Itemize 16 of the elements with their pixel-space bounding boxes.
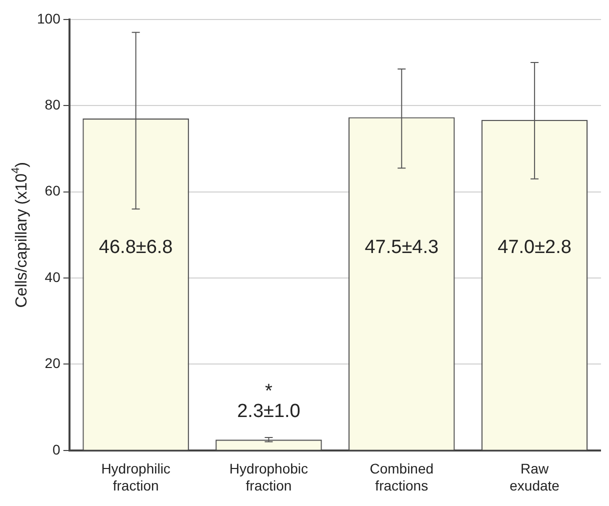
annotation: 47.0±2.8 bbox=[498, 237, 572, 258]
y-axis-title: Cells/capillary (x104) bbox=[10, 162, 30, 308]
annotation: 47.5±4.3 bbox=[364, 237, 439, 258]
y-tick-label: 0 bbox=[52, 441, 61, 458]
annotation: 2.3±1.0 bbox=[237, 400, 300, 422]
y-tick-label: 60 bbox=[44, 182, 61, 199]
annotation: * bbox=[265, 380, 274, 402]
x-tick-label: Hydrophobic fraction bbox=[229, 460, 308, 494]
y-tick-label: 80 bbox=[44, 96, 61, 112]
annotation: 46.8±6.8 bbox=[98, 237, 173, 258]
y-tick-label: 20 bbox=[44, 355, 61, 372]
x-tick-label: Combined fractions bbox=[370, 460, 434, 494]
y-tick-label: 100 bbox=[37, 10, 61, 26]
x-tick-label: Hydrophilic fraction bbox=[101, 460, 170, 494]
y-tick-label: 40 bbox=[44, 268, 61, 285]
x-tick-label: Raw exudate bbox=[510, 460, 560, 494]
